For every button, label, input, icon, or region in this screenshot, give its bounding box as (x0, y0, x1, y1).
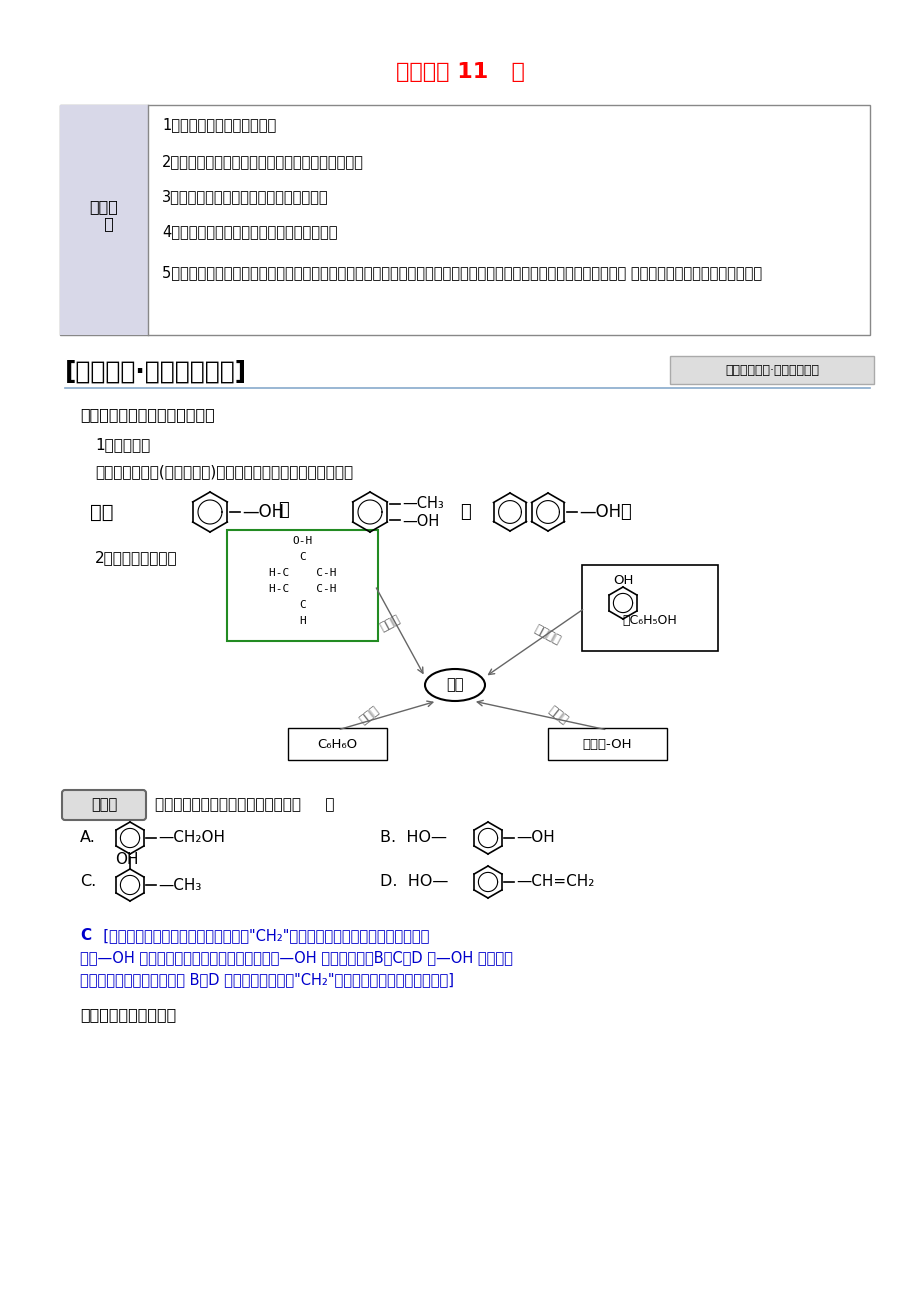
Text: —CH₂OH: —CH₂OH (158, 831, 225, 845)
Text: H-C    C-H: H-C C-H (268, 585, 335, 594)
Text: 课前自主学习·必备知识感知: 课前自主学习·必备知识感知 (724, 363, 818, 376)
Text: 能团—OH 直接连在苯环上，而苯甲醇的官能团—OH 连在烷基上。B、C、D 的—OH 都直接连: 能团—OH 直接连在苯环上，而苯甲醇的官能团—OH 连在烷基上。B、C、D 的—… (80, 950, 512, 965)
Text: H-C    C-H: H-C C-H (268, 568, 335, 578)
Text: 2．能从官能团角度区别醇、醚、苯酚的结构差异。: 2．能从官能团角度区别醇、醚、苯酚的结构差异。 (162, 155, 364, 169)
FancyBboxPatch shape (60, 105, 148, 335)
Text: 5．能列举酚类在日常生活中的广泛应用，认识酚类物质对现代社会可持续发展的影响，能依据酚类物质的性质对环境、 能源等具体问题做出判断和评估。: 5．能列举酚类在日常生活中的广泛应用，认识酚类物质对现代社会可持续发展的影响，能… (162, 266, 761, 280)
Text: 如：: 如： (90, 503, 113, 522)
Text: [必备知识·自主预习储备]: [必备知识·自主预习储备] (65, 359, 247, 384)
Text: —CH₃: —CH₃ (158, 878, 201, 892)
Text: 分子式: 分子式 (357, 704, 381, 727)
Text: 。: 。 (619, 503, 630, 521)
Text: 练一练: 练一练 (91, 798, 117, 812)
Text: B.  HO—: B. HO— (380, 831, 447, 845)
Text: A.: A. (80, 831, 96, 845)
FancyBboxPatch shape (288, 728, 387, 760)
Text: 酚是羟基与苯环(或其他芳环)碳原子直接相连而形成的有机物。: 酚是羟基与苯环(或其他芳环)碳原子直接相连而形成的有机物。 (95, 465, 353, 479)
Text: 二、苯酚的性质和应用: 二、苯酚的性质和应用 (80, 1008, 176, 1022)
Text: C₆H₆O: C₆H₆O (317, 737, 357, 750)
Text: [苯酚和苯甲醇虽然在组成上相差一个"CH₂"原子团，但结构并不相似，苯酚的官: [苯酚和苯甲醇虽然在组成上相差一个"CH₂"原子团，但结构并不相似，苯酚的官 (94, 928, 429, 943)
Text: C: C (299, 600, 305, 611)
Text: C.: C. (80, 875, 96, 889)
Text: —OH: —OH (402, 513, 438, 529)
Text: OH: OH (115, 853, 139, 867)
Text: —OH: —OH (578, 503, 620, 521)
Text: C: C (80, 928, 91, 943)
Text: —OH: —OH (242, 503, 284, 521)
Text: 结构简式: 结构简式 (531, 622, 562, 647)
FancyBboxPatch shape (582, 565, 717, 651)
FancyBboxPatch shape (548, 728, 666, 760)
Text: 下列有机物与苯酚互为同系物的是（     ）: 下列有机物与苯酚互为同系物的是（ ） (154, 798, 335, 812)
FancyBboxPatch shape (227, 530, 378, 641)
Text: 官能团: 官能团 (545, 704, 570, 727)
FancyBboxPatch shape (62, 790, 146, 820)
Text: —CH₃: —CH₃ (402, 496, 443, 510)
Text: 结构式: 结构式 (378, 612, 402, 634)
Text: 在苯环上，都属于酚类，但 B、D 不与苯酚相差若干"CH₂"原子团，所以都不符合题意。]: 在苯环上，都属于酚类，但 B、D 不与苯酚相差若干"CH₂"原子团，所以都不符合… (80, 973, 453, 987)
Text: O-H: O-H (292, 536, 312, 546)
Text: OH: OH (612, 574, 632, 587)
Text: 1．能描述苯酚的物理性质。: 1．能描述苯酚的物理性质。 (162, 117, 276, 133)
Text: 3．能通过实验探究获得苯酚的化学性质。: 3．能通过实验探究获得苯酚的化学性质。 (162, 190, 328, 204)
Text: 基础课时 11   酚: 基础课时 11 酚 (395, 62, 524, 82)
Text: 1．酚的概念: 1．酚的概念 (95, 437, 150, 453)
FancyBboxPatch shape (60, 105, 869, 335)
Text: D.  HO—: D. HO— (380, 875, 448, 889)
Text: 羟基或-OH: 羟基或-OH (582, 737, 631, 750)
Text: —OH: —OH (516, 831, 554, 845)
Text: 或C₆H₅OH: 或C₆H₅OH (622, 613, 676, 626)
Text: 和: 和 (460, 503, 471, 521)
Text: 一、酚的概念及其代表物的结构: 一、酚的概念及其代表物的结构 (80, 408, 214, 423)
Text: 2．苯酚的分子结构: 2．苯酚的分子结构 (95, 551, 177, 565)
Text: H: H (299, 616, 305, 626)
Ellipse shape (425, 669, 484, 700)
Text: C: C (299, 552, 305, 562)
Text: 苯酚: 苯酚 (446, 677, 463, 693)
FancyBboxPatch shape (669, 355, 873, 384)
Text: 学习任
  务: 学习任 务 (89, 199, 119, 232)
Text: —CH=CH₂: —CH=CH₂ (516, 875, 594, 889)
Text: 4．能从官能团角度分析和推断酚类的共性。: 4．能从官能团角度分析和推断酚类的共性。 (162, 224, 337, 240)
Text: 、: 、 (278, 501, 289, 519)
